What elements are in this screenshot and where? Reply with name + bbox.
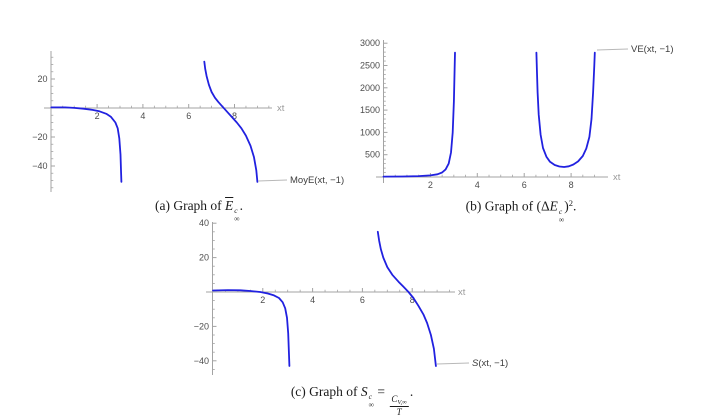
caption-b-symbol: E [549,198,558,214]
plot-c: 2 4 6 8 −40 −20 20 40 xt S(xt, −1) [194,218,508,375]
x-tick-label: 2 [260,295,265,305]
x-tick-label: 6 [360,295,365,305]
x-axis-label: xt [613,172,621,183]
caption-c-frac-numerator: CV,∞ [389,393,409,408]
caption-c-sup: c [368,392,372,402]
x-ticks: 2 4 6 8 [62,104,270,121]
y-tick-label: 2000 [360,83,380,93]
y-tick-label: 20 [37,74,47,84]
x-tick-label: 6 [522,180,527,190]
curve-sxt [212,230,437,367]
caption-b-supsub: c ∞ [558,208,564,224]
curve-vext [382,51,596,178]
caption-b: (b) Graph of (ΔE c ∞)2. [466,198,577,224]
caption-a-supsub: c ∞ [233,207,239,223]
x-tick-label: 8 [569,180,574,190]
caption-c-tail: . [409,384,414,399]
caption-c-sub: ∞ [368,400,375,410]
curve-label: S(xt, −1) [472,358,508,369]
y-tick-label: 1500 [360,105,380,115]
caption-c-supsub: c ∞ [368,393,374,409]
x-tick-label: 8 [410,295,415,305]
callout-line [257,179,288,182]
caption-b-delta: Δ [540,198,550,214]
curve-label: MoyE(xt, −1) [290,175,344,186]
x-tick-label: 4 [140,111,145,121]
y-ticks: −40 −20 20 [32,56,55,189]
x-axis-label: xt [458,287,466,298]
caption-b-lead: (b) Graph of ( [465,198,541,214]
caption-b-close: ) [564,198,569,214]
x-tick-label: 4 [310,295,315,305]
caption-b-sub: ∞ [558,214,565,224]
plot-a: 2 4 6 8 −40 −20 20 xt MoyE(xt, −1) [32,51,344,192]
caption-a-sup: c [234,206,238,216]
caption-a-symbol: E [225,198,234,213]
y-tick-label: 40 [199,218,209,228]
y-tick-label: −40 [32,161,47,171]
curve-branch-0 [212,289,291,367]
plot-b: 2 4 6 8 500 1000 1500 2000 2500 3000 xt VE(xt, −1) [360,38,674,190]
caption-c-frac-num-base: C [391,393,398,404]
x-tick-label: 6 [186,111,191,121]
curve-branch-1 [376,230,437,367]
caption-c-equals: = [374,384,389,399]
y-tick-label: −20 [194,321,209,331]
caption-b-tail: . [573,198,577,214]
y-tick-label: −20 [32,132,47,142]
caption-a-sub: ∞ [234,214,240,224]
curve-branch-0 [382,51,456,178]
caption-c-lead: (c) Graph of [290,384,361,399]
caption-c-fraction: CV,∞ T [388,394,409,415]
x-tick-label: 2 [95,111,100,121]
x-tick-label: 8 [232,111,237,121]
x-axis-label: xt [277,103,285,114]
caption-b-sup: c [558,207,563,217]
y-tick-label: 2500 [360,61,380,71]
caption-c-symbol: S [360,384,368,399]
y-tick-label: 20 [199,253,209,263]
x-tick-label: 2 [428,180,433,190]
y-ticks: −40 −20 20 40 [194,218,217,370]
caption-c-frac-num-sub: V,∞ [397,398,407,406]
y-tick-label: −40 [194,356,209,366]
caption-c-frac-denominator: T [396,407,402,415]
curve-branch-0 [50,106,123,183]
y-tick-label: 3000 [360,38,380,48]
y-tick-label: 1000 [360,127,380,137]
curve-moyext [50,60,259,183]
caption-a-tail: . [239,198,244,213]
callout-line [596,48,629,51]
curve-branch-1 [203,60,259,183]
y-ticks: 500 1000 1500 2000 2500 3000 [360,38,388,173]
x-ticks: 2 4 6 8 [225,288,450,305]
callout-line [436,362,470,365]
caption-b-power: 2 [568,198,574,208]
caption-a-lead: (a) Graph of [154,198,226,213]
curve-branch-1 [535,51,596,168]
x-tick-label: 4 [475,180,480,190]
y-tick-label: 500 [365,150,380,160]
curve-label: VE(xt, −1) [631,44,674,55]
